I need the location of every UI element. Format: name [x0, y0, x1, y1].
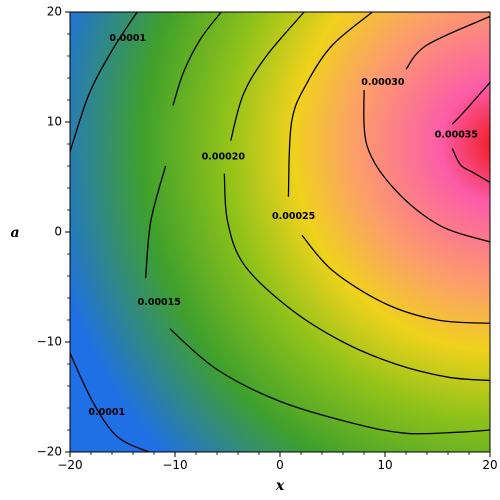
contour-lines — [70, 12, 490, 452]
y-tick-label: −20 — [37, 445, 62, 459]
x-tick-label: −10 — [162, 458, 187, 472]
contour-label-2-0: 0.00020 — [202, 152, 246, 163]
contour-label-0-0: 0.0001 — [109, 33, 146, 44]
contour-label-4-0: 0.00030 — [361, 77, 405, 88]
contour-line-5-1 — [451, 148, 490, 184]
contour-label-3-0: 0.00025 — [272, 211, 315, 222]
contour-label-1-0: 0.00015 — [138, 297, 181, 308]
contour-line-2-0 — [230, 12, 305, 141]
y-tick-label: 20 — [47, 5, 62, 19]
contour-line-3-1 — [301, 234, 490, 324]
y-axis: −20 −10 0 10 20 — [37, 5, 70, 459]
contour-line-4-0 — [405, 15, 490, 70]
y-tick-label: −10 — [37, 335, 62, 349]
x-tick-label: −20 — [57, 458, 82, 472]
contour-line-1-0 — [172, 12, 222, 106]
contour-line-5-0 — [451, 81, 490, 125]
contour-line-4-1 — [363, 90, 490, 243]
x-tick-label: 10 — [377, 458, 392, 472]
contour-line-2-1 — [223, 173, 490, 382]
y-axis-label: a — [10, 225, 19, 241]
x-axis: −20 −10 0 10 20 — [57, 452, 498, 472]
y-tick-label: 0 — [54, 225, 62, 239]
contour-line-3-0 — [287, 12, 373, 197]
contour-line-0-1 — [70, 352, 150, 452]
contour-labels: 0.0001 0.0001 0.00015 0.00020 0.00025 0.00030… — [88, 33, 478, 418]
contour-line-0-0 — [70, 12, 138, 152]
x-axis-label: x — [275, 478, 285, 494]
contour-line-1-1 — [144, 165, 167, 279]
y-tick-label: 10 — [47, 115, 62, 129]
x-tick-label: 0 — [276, 458, 284, 472]
density-heatmap — [70, 12, 490, 452]
plot-area: 0.0001 0.0001 0.00015 0.00020 0.00025 0.00030… — [69, 11, 491, 453]
contour-label-5-0: 0.00035 — [435, 130, 478, 141]
contour-line-1-2 — [169, 328, 490, 435]
x-tick-label: 20 — [482, 458, 497, 472]
contour-label-0-1: 0.0001 — [88, 407, 125, 418]
